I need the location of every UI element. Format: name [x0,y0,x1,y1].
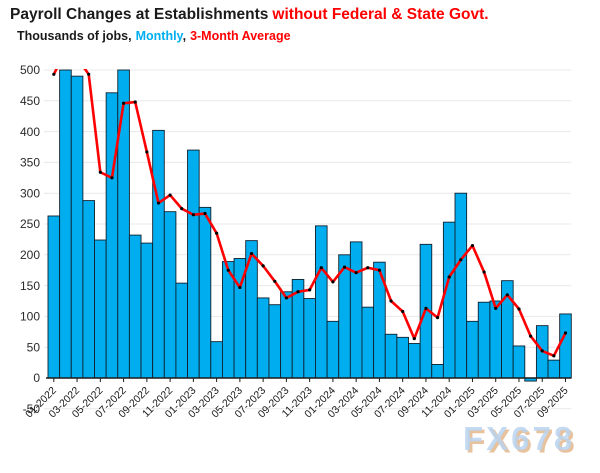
subtitle-separator: , [182,29,187,43]
bar-06-2023 [245,240,258,379]
bar-08-2023 [268,304,282,379]
bar-08-2024 [408,343,421,379]
bar-11-2022 [163,211,177,379]
bar-12-2023 [315,225,328,379]
subtitle-monthly-label: Monthly [135,29,183,43]
bar-03-2022 [70,75,84,379]
bar-03-2023 [210,341,223,379]
bar-09-2025 [559,313,572,379]
y-tick-label: 100 [20,310,40,324]
monthly-bars [47,69,572,382]
y-tick-label: 0 [33,371,40,385]
y-tick-label: 50 [27,340,41,354]
y-tick-label: 450 [20,94,40,108]
y-tick-label: 150 [20,279,40,293]
bar-07-2022 [117,69,130,379]
chart-title-highlight: without Federal & State Govt. [272,6,489,23]
bar-02-2022 [59,69,72,379]
avg-line-series [52,69,568,358]
bar-02-2023 [198,206,212,379]
bar-12-2022 [175,282,188,379]
bar-06-2022 [105,92,119,379]
bar-11-2024 [442,221,456,379]
bar-03-2025 [489,300,502,379]
subtitle-average-label: 3-Month Average [190,29,291,43]
bar-01-2022 [47,215,61,379]
subtitle-units-label: Thousands of jobs, [17,29,132,43]
y-tick-label: 500 [20,63,40,77]
bar-01-2024 [326,320,340,379]
x-axis-labels: 01-202203-202205-202207-202209-202211-20… [23,385,571,421]
bar-05-2025 [512,345,526,379]
chart-subtitle: Thousands of jobs, Monthly, 3-Month Averag… [17,29,291,43]
y-tick-label: 350 [20,156,40,170]
avg-line-markers [52,72,568,358]
chart-title-main: Payroll Changes at Establishments [10,6,269,23]
y-tick-label: 250 [20,217,40,231]
bar-08-2025 [547,359,561,379]
bar-09-2023 [280,291,293,379]
bar-04-2023 [221,261,235,379]
bar-11-2023 [303,298,316,379]
y-tick-label: 300 [20,186,40,200]
bar-01-2023 [187,149,200,379]
bar-09-2022 [140,242,154,379]
bar-03-2024 [349,241,363,379]
y-tick-label: 200 [20,248,40,262]
bar-02-2025 [477,301,491,379]
y-tick-label: -50 [23,402,41,416]
bar-07-2024 [396,336,409,379]
bar-12-2024 [454,192,468,379]
bar-05-2022 [94,239,107,379]
bar-10-2024 [431,363,444,379]
bar-07-2023 [256,297,270,379]
chart-title: Payroll Changes at Establishments without… [10,6,489,24]
bar-10-2022 [152,129,165,379]
bar-08-2022 [128,234,142,379]
bar-06-2024 [384,333,398,379]
bar-04-2022 [82,200,95,379]
x-axis [46,377,572,382]
bar-04-2024 [361,306,375,379]
y-tick-label: 400 [20,125,40,139]
bar-01-2025 [466,320,479,379]
